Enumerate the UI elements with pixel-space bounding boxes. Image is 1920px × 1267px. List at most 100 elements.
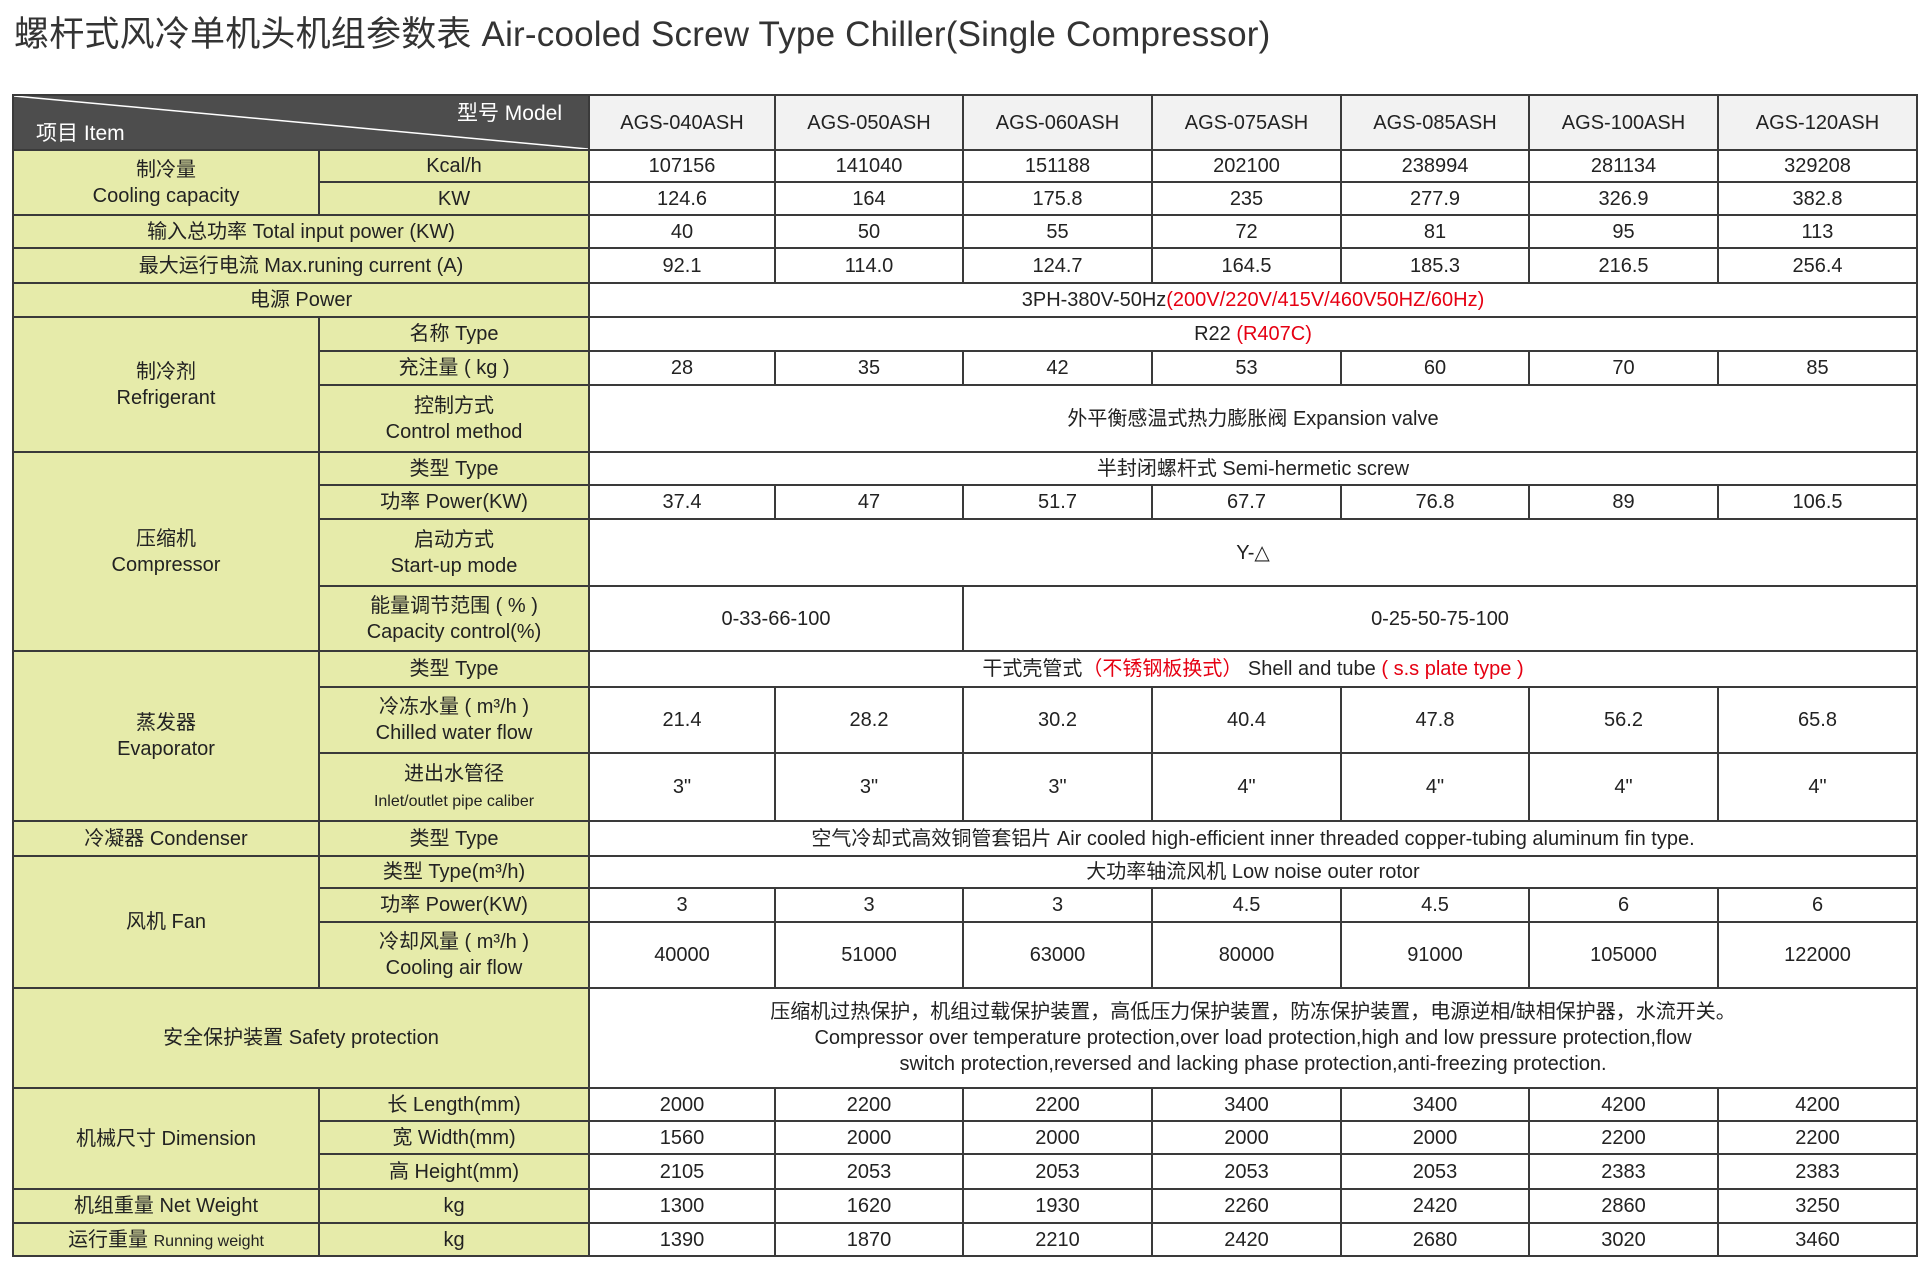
value-cell: 164.5 <box>1151 247 1342 284</box>
value-cell: 329208 <box>1717 149 1918 183</box>
value-cell: 2383 <box>1528 1153 1719 1190</box>
highlight-text: (200V/220V/415V/460V50HZ/60Hz) <box>1166 289 1485 311</box>
value-cell: 2210 <box>962 1222 1153 1257</box>
value-cell: 35 <box>774 350 964 386</box>
value-cell: 2000 <box>774 1120 964 1155</box>
table-row: 制冷剂 Refrigerant 名称 Type R22 (R407C) <box>12 316 1918 453</box>
value-cell: 51.7 <box>962 484 1153 520</box>
value-cell: 0-33-66-100 <box>588 585 964 652</box>
model-header: AGS-085ASH <box>1340 94 1530 151</box>
param-label: 高 Height(mm) <box>318 1153 590 1190</box>
table-row: 蒸发器 Evaporator 类型 Type 干式壳管式（不锈钢板换式） Shell… <box>12 650 1918 822</box>
value-cell: 大功率轴流风机 Low noise outer rotor <box>588 855 1918 889</box>
value-cell: 4200 <box>1528 1087 1719 1122</box>
table-row: 启动方式 Start-up mode Y-△ <box>13 518 1918 587</box>
value-cell: 141040 <box>774 149 964 183</box>
value-cell: 85 <box>1717 350 1918 386</box>
value-cell: 382.8 <box>1717 181 1918 216</box>
value-cell: 124.6 <box>588 181 776 216</box>
model-header: AGS-040ASH <box>588 94 776 151</box>
value-cell: 28.2 <box>774 686 964 754</box>
group-label: 风机 Fan <box>12 855 320 989</box>
param-label: 充注量 ( kg ) <box>318 350 590 386</box>
value-cell: 185.3 <box>1340 247 1530 284</box>
table-row: 风机 Fan 类型 Type(m³/h) 大功率轴流风机 Low noise out… <box>12 855 1918 989</box>
value-cell: 0-25-50-75-100 <box>962 585 1918 652</box>
value-cell: 2000 <box>1151 1120 1342 1155</box>
value-cell: 2420 <box>1340 1188 1530 1224</box>
highlight-text: (R407C) <box>1236 323 1312 345</box>
value-cell: 202100 <box>1151 149 1342 183</box>
value-cell: 2200 <box>1528 1120 1719 1155</box>
table-row: 进出水管径 Inlet/outlet pipe caliber 3" 3" 3" 4" 4… <box>13 752 1918 822</box>
table-row: 能量调节范围 ( % ) Capacity control(%) 0-33-66-… <box>13 585 1918 652</box>
param-label: 功率 Power(KW) <box>318 887 590 923</box>
value-cell: 4" <box>1528 752 1719 822</box>
table-row: 冷冻水量 ( m³/h ) Chilled water flow 21.4 28.2… <box>13 686 1918 754</box>
table-row: 机械尺寸 Dimension 长 Length(mm) 2000 2200 2200 34… <box>12 1087 1918 1190</box>
value-cell: 122000 <box>1717 921 1918 989</box>
param-label: 能量调节范围 ( % ) Capacity control(%) <box>318 585 590 652</box>
value-cell: 72 <box>1151 214 1342 249</box>
param-label: 宽 Width(mm) <box>318 1120 590 1155</box>
table-row: 最大运行电流 Max.runing current (A) 92.1 114.0 12… <box>12 247 1918 284</box>
value-cell: 60 <box>1340 350 1530 386</box>
text-part: 进出水管径 <box>404 763 504 785</box>
value-cell: 4.5 <box>1151 887 1342 923</box>
value-cell: 277.9 <box>1340 181 1530 216</box>
value-cell: 2860 <box>1528 1188 1719 1224</box>
param-label: 冷冻水量 ( m³/h ) Chilled water flow <box>318 686 590 754</box>
value-cell: 40.4 <box>1151 686 1342 754</box>
value-cell: 4.5 <box>1340 887 1530 923</box>
value-cell: 81 <box>1340 214 1530 249</box>
table-row: 冷凝器 Condenser 类型 Type 空气冷却式高效铜管套铝片 Air coo… <box>12 820 1918 857</box>
text-part: 干式壳管式 <box>982 658 1083 680</box>
table-row: 宽 Width(mm) 1560 2000 2000 2000 2000 2200 2200 <box>13 1120 1918 1155</box>
value-cell: 114.0 <box>774 247 964 284</box>
value-cell: 235 <box>1151 181 1342 216</box>
value-cell: 40 <box>588 214 776 249</box>
param-label: 类型 Type <box>318 451 590 486</box>
group-label: 制冷量 Cooling capacity <box>12 149 320 216</box>
param-label: 类型 Type <box>318 820 590 857</box>
value-cell: 105000 <box>1528 921 1719 989</box>
value-cell: 3" <box>774 752 964 822</box>
value-cell: 113 <box>1717 214 1918 249</box>
param-label: 启动方式 Start-up mode <box>318 518 590 587</box>
value-cell: 76.8 <box>1340 484 1530 520</box>
value-cell: 3460 <box>1717 1222 1918 1257</box>
highlight-text: ( s.s plate type ) <box>1381 658 1524 680</box>
table-row: 压缩机 Compressor 类型 Type 半封闭螺杆式 Semi-hermeti… <box>12 451 1918 652</box>
value-cell: 外平衡感温式热力膨胀阀 Expansion valve <box>588 384 1918 453</box>
value-cell: 37.4 <box>588 484 776 520</box>
value-cell: 2200 <box>1717 1120 1918 1155</box>
value-cell: 空气冷却式高效铜管套铝片 Air cooled high-efficient i… <box>588 820 1918 857</box>
model-header-label: 型号 Model <box>456 102 562 125</box>
model-header: AGS-120ASH <box>1717 94 1918 151</box>
header-corner: 型号 Model 项目 Item <box>12 94 590 151</box>
model-header: AGS-060ASH <box>962 94 1153 151</box>
row-label: 输入总功率 Total input power (KW) <box>12 214 590 249</box>
value-cell: 干式壳管式（不锈钢板换式） Shell and tube ( s.s plate… <box>588 650 1918 688</box>
value-cell: 2000 <box>1340 1120 1530 1155</box>
item-header-label: 项目 Item <box>36 121 125 145</box>
value-cell: 3400 <box>1340 1087 1530 1122</box>
table-row: 高 Height(mm) 2105 2053 2053 2053 2053 2383 2383 <box>13 1153 1918 1190</box>
group-label: 制冷剂 Refrigerant <box>12 316 320 453</box>
model-header: AGS-100ASH <box>1528 94 1719 151</box>
value-cell: 2200 <box>774 1087 964 1122</box>
value-cell: 70 <box>1528 350 1719 386</box>
value-cell: 2053 <box>1340 1153 1530 1190</box>
value-cell: 47.8 <box>1340 686 1530 754</box>
value-cell: 326.9 <box>1528 181 1719 216</box>
value-cell: 216.5 <box>1528 247 1719 284</box>
param-label: 冷却风量 ( m³/h ) Cooling air flow <box>318 921 590 989</box>
table-row: 功率 Power(KW) 3 3 3 4.5 4.5 6 6 <box>13 887 1918 923</box>
table-row: 冷却风量 ( m³/h ) Cooling air flow 40000 51000… <box>13 921 1918 989</box>
value-cell: 1620 <box>774 1188 964 1224</box>
value-cell: 3 <box>774 887 964 923</box>
group-label: 压缩机 Compressor <box>12 451 320 652</box>
group-label: 机械尺寸 Dimension <box>12 1087 320 1190</box>
value-cell: 95 <box>1528 214 1719 249</box>
value-cell: 4" <box>1340 752 1530 822</box>
